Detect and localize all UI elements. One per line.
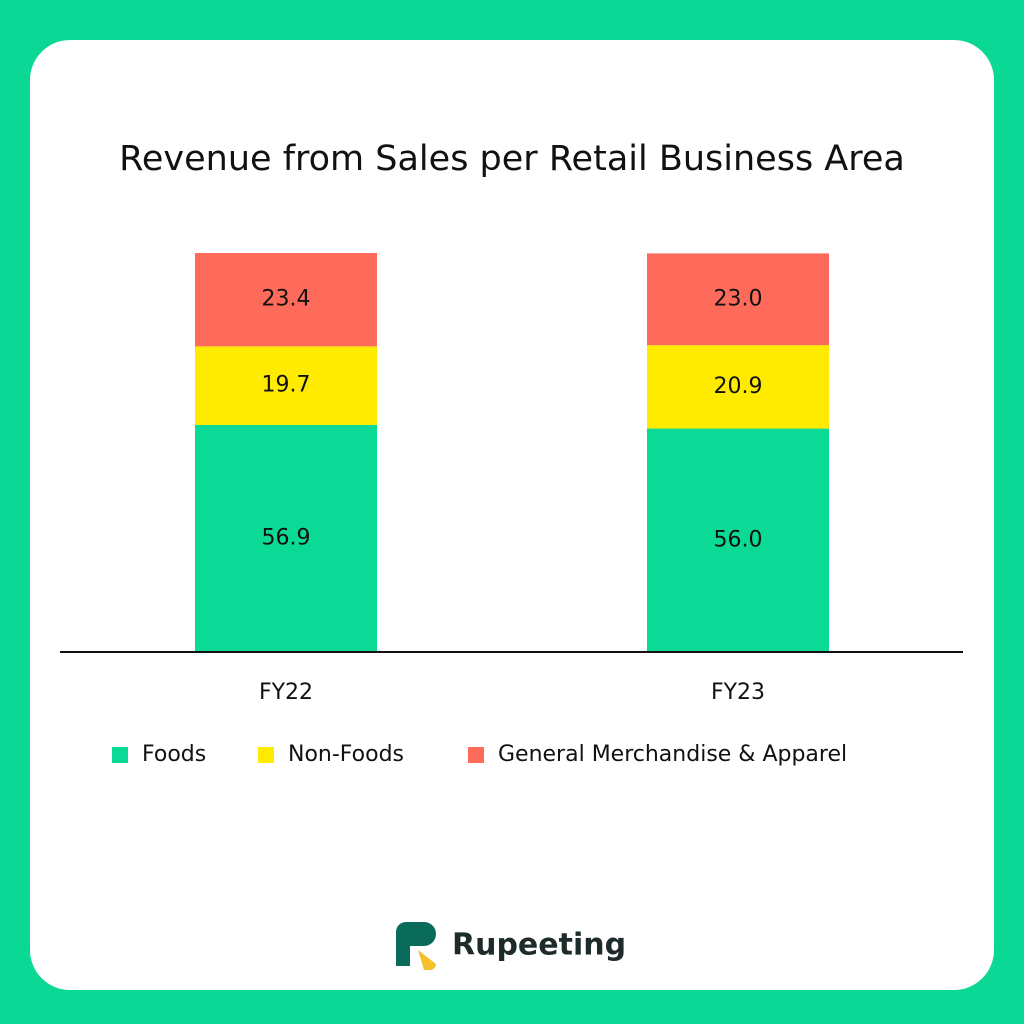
value-label: 20.9 (714, 374, 763, 399)
logo (396, 922, 436, 970)
legend-label: General Merchandise & Apparel (498, 742, 847, 767)
value-label: 23.4 (262, 287, 311, 312)
logo-accent (418, 950, 436, 970)
bar-segment (195, 424, 377, 652)
x-tick-label: FY22 (259, 680, 313, 705)
card (30, 40, 994, 990)
x-tick-label: FY23 (711, 680, 765, 705)
legend-swatch (112, 747, 128, 763)
legend-label: Non-Foods (288, 742, 404, 767)
brand: Rupeeting (452, 928, 626, 963)
value-label: 56.9 (262, 525, 311, 550)
legend-swatch (468, 747, 484, 763)
value-label: 19.7 (262, 373, 311, 398)
bar-segment (195, 346, 377, 425)
bar-segment (647, 253, 829, 346)
logo-mark (396, 922, 436, 966)
bar-segment (647, 428, 829, 652)
bar-segment (647, 345, 829, 429)
chart-title: Revenue from Sales per Retail Business A… (119, 139, 905, 179)
legend-label: Foods (142, 742, 206, 767)
bar-segment (195, 253, 377, 347)
value-label: 23.0 (714, 286, 763, 311)
value-label: 56.0 (714, 527, 763, 552)
legend-swatch (258, 747, 274, 763)
